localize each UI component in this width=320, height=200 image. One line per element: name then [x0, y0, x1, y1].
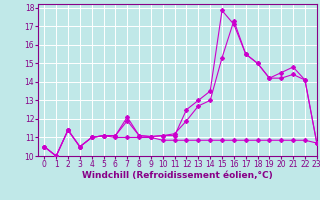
X-axis label: Windchill (Refroidissement éolien,°C): Windchill (Refroidissement éolien,°C)	[82, 171, 273, 180]
